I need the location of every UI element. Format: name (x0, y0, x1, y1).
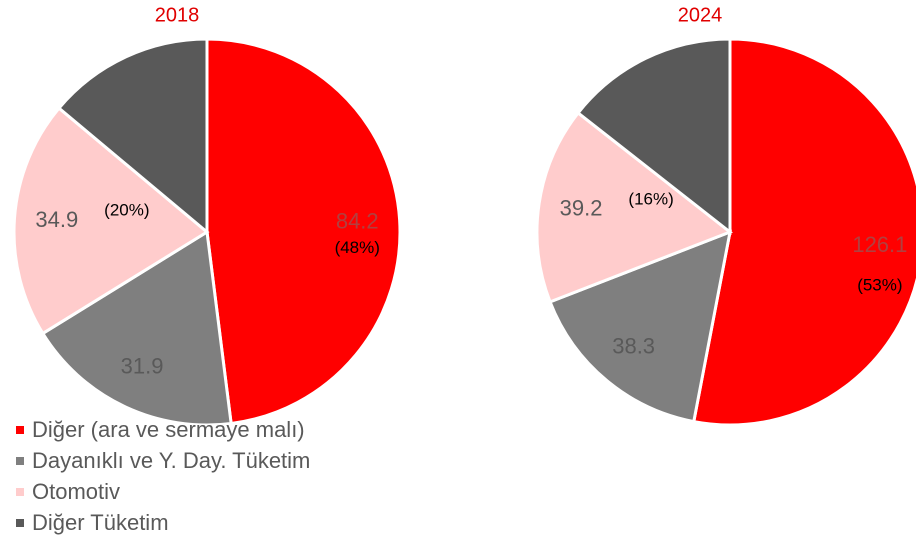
value-label: 39.2 (560, 196, 603, 221)
share-label: (53%) (857, 276, 902, 295)
legend-swatch (16, 457, 24, 465)
legend-swatch (16, 519, 24, 527)
pie-slice (548, 229, 732, 424)
value-label: 34.9 (35, 207, 78, 232)
legend-swatch (16, 426, 24, 434)
chart-title: 2018 (155, 4, 200, 26)
pie-slice (535, 110, 733, 304)
share-label: (16%) (628, 189, 673, 208)
share-label: (48%) (335, 238, 380, 257)
legend-label: Otomotiv (32, 479, 120, 504)
pie-slice (12, 106, 210, 336)
legend-label: Diğer (ara ve sermaye malı) (32, 417, 305, 442)
legend-label: Diğer Tüketim (32, 510, 169, 535)
pie-slice (205, 37, 402, 426)
pie-slice (56, 37, 209, 236)
share-label: (20%) (104, 201, 149, 220)
value-label: 38.3 (612, 333, 655, 358)
legend-label: Dayanıklı ve Y. Day. Tüketim (32, 448, 310, 473)
value-label: 126.1 (852, 232, 907, 257)
legend-swatch (16, 488, 24, 496)
value-label: 84.2 (336, 208, 379, 233)
value-label: 31.9 (121, 354, 164, 379)
pie-slice (40, 229, 233, 427)
pie-slice (692, 37, 916, 427)
chart-title: 2024 (678, 4, 723, 26)
pie-slice (576, 37, 732, 236)
